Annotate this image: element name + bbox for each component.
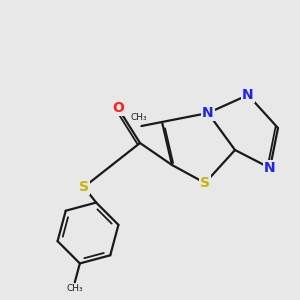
Text: N: N bbox=[202, 106, 214, 120]
Text: N: N bbox=[264, 161, 276, 175]
Text: N: N bbox=[242, 88, 254, 102]
Text: S: S bbox=[200, 176, 210, 190]
Text: CH₃: CH₃ bbox=[131, 112, 147, 122]
Text: CH₃: CH₃ bbox=[67, 284, 83, 293]
Text: O: O bbox=[112, 101, 124, 115]
Text: S: S bbox=[79, 180, 89, 194]
